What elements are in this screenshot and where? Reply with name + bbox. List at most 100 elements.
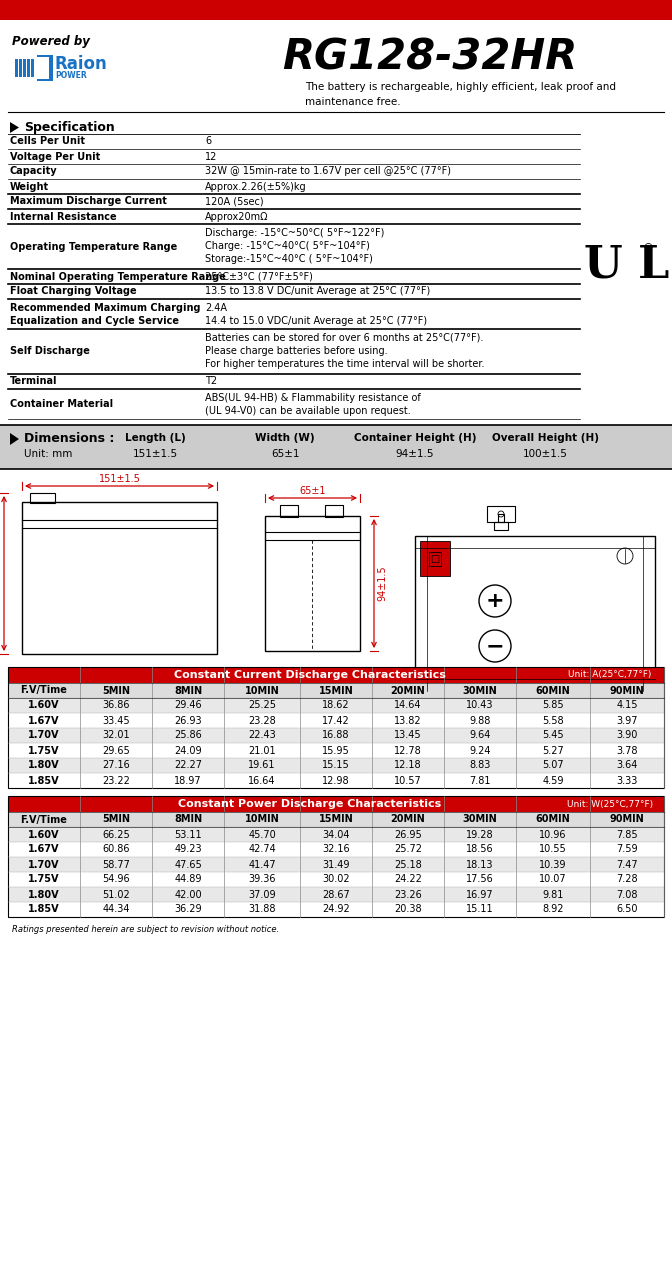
Text: 3.78: 3.78 [616,745,638,755]
Text: For higher temperatures the time interval will be shorter.: For higher temperatures the time interva… [205,358,485,369]
Text: 24.09: 24.09 [174,745,202,755]
Text: 41.47: 41.47 [248,859,276,869]
Text: 22.27: 22.27 [174,760,202,771]
Text: Approx20mΩ: Approx20mΩ [205,211,269,221]
Text: Recommended Maximum Charging: Recommended Maximum Charging [10,303,200,314]
Text: Constant Current Discharge Characteristics: Constant Current Discharge Characteristi… [174,669,446,680]
Text: 60MIN: 60MIN [536,686,571,695]
Text: 15.95: 15.95 [322,745,350,755]
Text: 1.70V: 1.70V [28,731,60,741]
Text: 19.61: 19.61 [248,760,276,771]
Text: 60.86: 60.86 [102,845,130,855]
Text: F.V/Time: F.V/Time [21,686,67,695]
Text: 5.58: 5.58 [542,716,564,726]
Text: 53.11: 53.11 [174,829,202,840]
Text: 5.27: 5.27 [542,745,564,755]
Text: Please charge batteries before using.: Please charge batteries before using. [205,346,388,356]
Text: POWER: POWER [55,70,87,79]
Bar [429,552,441,566]
Text: 51.02: 51.02 [102,890,130,900]
Text: U: U [583,243,622,287]
Text: 15MIN: 15MIN [319,814,353,824]
Text: 23.28: 23.28 [248,716,276,726]
Text: 58.77: 58.77 [102,859,130,869]
Text: 65±1: 65±1 [299,486,326,495]
Text: Powered by: Powered by [12,35,90,47]
Text: Batteries can be stored for over 6 months at 25°C(77°F).: Batteries can be stored for over 6 month… [205,333,483,343]
Bar [8,842,664,858]
Bar [15,59,18,77]
Text: Operating Temperature Range: Operating Temperature Range [10,242,177,251]
Text: 7.47: 7.47 [616,859,638,869]
Text: 10.96: 10.96 [539,829,566,840]
Text: 44.89: 44.89 [174,874,202,884]
Text: 29.65: 29.65 [102,745,130,755]
Text: 13.5 to 13.8 V DC/unit Average at 25°C (77°F): 13.5 to 13.8 V DC/unit Average at 25°C (… [205,287,430,297]
Text: 65±1: 65±1 [271,449,299,460]
Text: 100±1.5: 100±1.5 [523,449,567,460]
Text: 1.80V: 1.80V [28,890,60,900]
Text: 66.25: 66.25 [102,829,130,840]
Text: 5.07: 5.07 [542,760,564,771]
Text: −: − [486,636,504,655]
Text: 7.85: 7.85 [616,829,638,840]
Text: 25.18: 25.18 [394,859,422,869]
Text: 3.90: 3.90 [616,731,638,741]
Text: 60MIN: 60MIN [536,814,571,824]
Text: □: □ [430,554,439,564]
Text: 21.01: 21.01 [248,745,276,755]
Text: Terminal: Terminal [10,376,58,387]
Text: 8MIN: 8MIN [174,686,202,695]
Bar [31,59,34,77]
Text: 90MIN: 90MIN [610,686,644,695]
Text: 28.67: 28.67 [322,890,350,900]
Bar [8,667,664,788]
Bar [325,506,343,517]
Bar [8,713,664,728]
Bar [8,858,664,872]
Text: 1.60V: 1.60V [28,829,60,840]
Text: 3.33: 3.33 [616,776,638,786]
Text: 15MIN: 15MIN [319,686,353,695]
Text: Self Discharge: Self Discharge [10,347,90,357]
Text: Charge: -15°C~40°C( 5°F~104°F): Charge: -15°C~40°C( 5°F~104°F) [205,241,370,251]
Text: 36.29: 36.29 [174,905,202,914]
Text: 9.81: 9.81 [542,890,564,900]
Text: 5MIN: 5MIN [102,686,130,695]
Text: 32W @ 15min-rate to 1.67V per cell @25°C (77°F): 32W @ 15min-rate to 1.67V per cell @25°C… [205,166,451,177]
Text: 94±1.5: 94±1.5 [377,566,387,602]
Text: 1.75V: 1.75V [28,874,60,884]
Text: 33.45: 33.45 [102,716,130,726]
Text: Capacity: Capacity [10,166,58,177]
Text: 42.00: 42.00 [174,890,202,900]
Text: Constant Power Discharge Characteristics: Constant Power Discharge Characteristics [178,799,442,809]
Text: 13.45: 13.45 [394,731,422,741]
Bar [23,59,26,77]
Text: 20MIN: 20MIN [390,814,425,824]
Text: L: L [638,243,669,287]
Text: 7.59: 7.59 [616,845,638,855]
Text: 10MIN: 10MIN [245,686,280,695]
Bar [8,796,664,812]
Text: 10.07: 10.07 [539,874,566,884]
Text: 15.15: 15.15 [322,760,350,771]
Text: 6: 6 [205,137,211,146]
Text: 23.26: 23.26 [394,890,422,900]
Text: 25°C±3°C (77°F±5°F): 25°C±3°C (77°F±5°F) [205,271,313,282]
Text: 16.97: 16.97 [466,890,494,900]
Bar [8,684,664,698]
Text: (UL 94-V0) can be available upon request.: (UL 94-V0) can be available upon request… [205,406,411,416]
Text: Unit: W(25°C,77°F): Unit: W(25°C,77°F) [567,800,653,809]
Text: 5.45: 5.45 [542,731,564,741]
Text: 25.86: 25.86 [174,731,202,741]
Text: 16.88: 16.88 [323,731,349,741]
Text: +: + [486,591,504,611]
Text: 30MIN: 30MIN [462,686,497,695]
Text: 27.16: 27.16 [102,760,130,771]
Text: 10MIN: 10MIN [245,814,280,824]
Text: 8MIN: 8MIN [174,814,202,824]
Text: 17.42: 17.42 [322,716,350,726]
Text: 1.85V: 1.85V [28,776,60,786]
Bar [8,742,664,758]
Text: 6.50: 6.50 [616,905,638,914]
